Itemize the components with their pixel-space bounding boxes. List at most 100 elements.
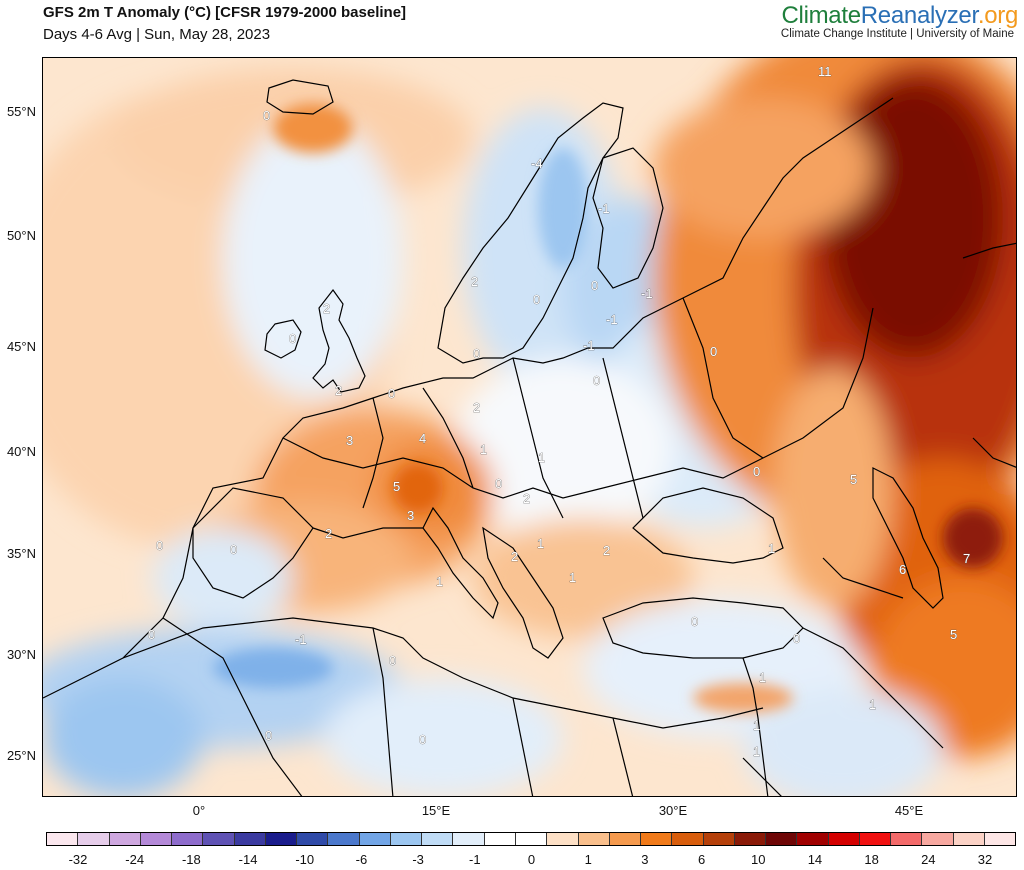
map-title: GFS 2m T Anomaly (°C) [CFSR 1979-2000 ba…: [43, 4, 407, 21]
colorbar-cell: [953, 833, 985, 845]
contour-label: 1: [869, 697, 876, 712]
contour-label: 1: [753, 718, 760, 733]
map-subtitle: Days 4-6 Avg | Sun, May 28, 2023: [43, 26, 271, 43]
colorbar-tick-label: 6: [697, 852, 706, 867]
contour-label: 1: [753, 744, 760, 759]
colorbar-cell: [891, 833, 923, 845]
colorbar-cell: [547, 833, 579, 845]
contour-label: 2: [471, 274, 478, 289]
contour-label: 1: [538, 450, 545, 465]
colorbar-tick-label: -24: [125, 852, 145, 867]
contour-label: 5: [950, 627, 957, 642]
contour-label: 0: [593, 373, 600, 388]
contour-label: 4: [419, 431, 426, 446]
lon-label: 30°E: [658, 803, 688, 818]
contour-label: 1: [537, 536, 544, 551]
anomaly-shading: [43, 58, 1016, 796]
contour-label: 1: [480, 442, 487, 457]
contour-label: -4: [531, 156, 543, 171]
colorbar-cell: [390, 833, 423, 845]
colorbar-cell: [140, 833, 173, 845]
contour-label: 0: [753, 464, 760, 479]
colorbar-cell: [359, 833, 391, 845]
colorbar-tick-label: -3: [412, 852, 424, 867]
brand-part-org: .org: [977, 2, 1018, 29]
colorbar-tick-label: 0: [527, 852, 536, 867]
contour-label: 2: [511, 549, 518, 564]
contour-label: 0: [230, 542, 237, 557]
contour-label: 2: [473, 400, 480, 415]
colorbar-cell: [797, 833, 829, 845]
lat-label: 45°N: [6, 339, 36, 354]
contour-label: 7: [963, 551, 970, 566]
contour-label: 2: [523, 491, 530, 506]
colorbar-cell: [859, 833, 892, 845]
colorbar-cell: [703, 833, 735, 845]
colorbar-tick-label: 1: [584, 852, 592, 867]
colorbar-cell: [328, 833, 360, 845]
colorbar-tick-label: -6: [355, 852, 368, 867]
lat-label: 30°N: [6, 647, 36, 662]
colorbar-cell: [641, 833, 673, 845]
contour-label: -1: [606, 312, 618, 327]
contour-label: 0: [591, 278, 598, 293]
contour-label: 1: [759, 670, 766, 685]
colorbar-tick-label: -10: [295, 852, 315, 867]
contour-label: -1: [598, 201, 610, 216]
colorbar-cell: [109, 833, 141, 845]
colorbar-tick-label: -32: [68, 852, 88, 867]
colorbar-cell: [47, 833, 79, 845]
contour-label: 5: [850, 472, 857, 487]
contour-label: 1: [569, 570, 576, 585]
colorbar-tick-label: 18: [864, 852, 879, 867]
colorbar-tick-label: 32: [977, 852, 993, 867]
colorbar-cell: [172, 833, 204, 845]
contour-label: 0: [388, 386, 395, 401]
colorbar-tick-label: -1: [469, 852, 481, 867]
colorbar-cell: [234, 833, 266, 845]
contour-label: 0: [265, 728, 272, 743]
contour-label: 0: [495, 476, 502, 491]
contour-label: -1: [641, 286, 653, 301]
colorbar-cell: [578, 833, 610, 845]
contour-label: 3: [346, 433, 353, 448]
lat-label: 50°N: [6, 228, 36, 243]
lon-label: 15°E: [421, 803, 451, 818]
lon-label: 0°: [192, 803, 206, 818]
colorbar-cell: [515, 833, 548, 845]
anomaly-detail: [213, 103, 1003, 713]
lat-label: 25°N: [6, 748, 36, 763]
brand-logo[interactable]: ClimateReanalyzer.org: [782, 2, 1019, 30]
colorbar: [46, 832, 1016, 846]
contour-label: 0: [263, 108, 270, 123]
lon-label: 45°E: [894, 803, 924, 818]
coastlines: [43, 79, 1016, 796]
colorbar-cell: [484, 833, 516, 845]
contour-label: 0: [691, 614, 698, 629]
lat-label: 35°N: [6, 546, 36, 561]
anomaly-map: 11 0 -4 -1 2 0 0 -1 2 0 -1 -1 0 0 2 0 0 …: [42, 57, 1017, 797]
contour-label: 0: [473, 346, 480, 361]
contour-label: 0: [419, 732, 426, 747]
colorbar-tick-label: 3: [641, 852, 649, 867]
contour-label: -1: [295, 632, 307, 647]
colorbar-cell: [265, 833, 298, 845]
contour-label: 0: [710, 344, 717, 359]
colorbar-cell: [422, 833, 454, 845]
colorbar-tick-label: -18: [181, 852, 201, 867]
colorbar-tick-label: 10: [751, 852, 766, 867]
contour-label: 6: [899, 562, 906, 577]
contour-label: 3: [407, 508, 414, 523]
colorbar-cell: [984, 833, 1016, 845]
colorbar-cell: [766, 833, 798, 845]
contour-label: 1: [436, 574, 443, 589]
lat-label: 40°N: [6, 444, 36, 459]
contour-label: 0: [148, 627, 155, 642]
contour-label: 5: [393, 479, 400, 494]
colorbar-tick-label: 14: [807, 852, 823, 867]
contour-label: 2: [603, 543, 610, 558]
contour-label: 0: [793, 631, 800, 646]
contour-label: 2: [323, 301, 330, 316]
contour-label: 2: [325, 526, 332, 541]
contour-label: -1: [583, 338, 595, 353]
